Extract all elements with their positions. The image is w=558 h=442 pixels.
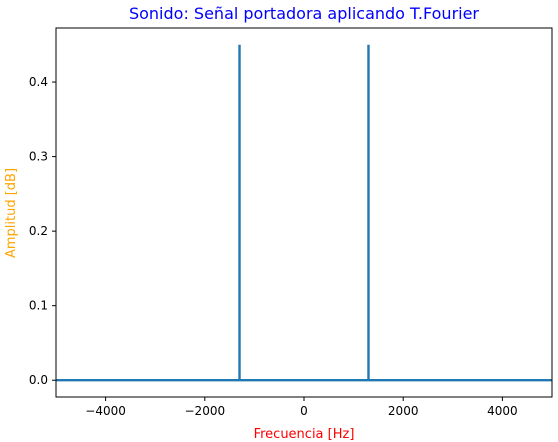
x-tick-label: −2000 [185,404,226,418]
chart-title: Sonido: Señal portadora aplicando T.Four… [129,4,479,23]
series-line-0 [56,44,552,382]
y-tick-label: 0.3 [29,150,48,164]
x-tick-label: 0 [300,404,308,418]
x-axis-label: Frecuencia [Hz] [254,427,355,442]
y-tick-label: 0.1 [29,299,48,313]
x-tick-label: −4000 [85,404,126,418]
y-tick-label: 0.2 [29,224,48,238]
x-tick-label: 2000 [388,404,419,418]
y-tick-label: 0.0 [29,373,48,387]
x-tick-label: 4000 [487,404,518,418]
y-axis-label: Amplitud [dB] [4,168,19,258]
y-tick-label: 0.4 [29,75,48,89]
plot-area: −4000 −2000 0 2000 4000 0.0 0.1 0.2 0.3 0.4 [29,27,553,418]
